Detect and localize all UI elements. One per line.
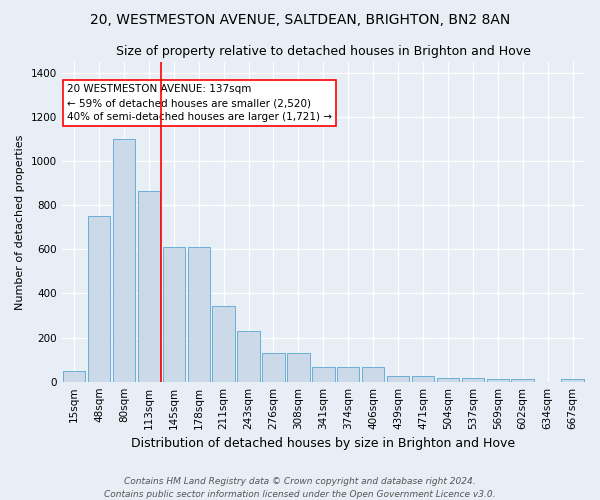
Bar bbox=[337, 368, 359, 382]
Bar bbox=[362, 368, 385, 382]
Bar bbox=[287, 353, 310, 382]
Bar bbox=[511, 380, 534, 382]
Text: Contains HM Land Registry data © Crown copyright and database right 2024.
Contai: Contains HM Land Registry data © Crown c… bbox=[104, 478, 496, 499]
Text: 20 WESTMESTON AVENUE: 137sqm
← 59% of detached houses are smaller (2,520)
40% of: 20 WESTMESTON AVENUE: 137sqm ← 59% of de… bbox=[67, 84, 332, 122]
Text: 20, WESTMESTON AVENUE, SALTDEAN, BRIGHTON, BN2 8AN: 20, WESTMESTON AVENUE, SALTDEAN, BRIGHTO… bbox=[90, 12, 510, 26]
Bar bbox=[88, 216, 110, 382]
Bar bbox=[238, 332, 260, 382]
Bar bbox=[562, 380, 584, 382]
Bar bbox=[188, 247, 210, 382]
Title: Size of property relative to detached houses in Brighton and Hove: Size of property relative to detached ho… bbox=[116, 45, 531, 58]
Bar bbox=[212, 306, 235, 382]
Bar bbox=[262, 353, 285, 382]
Bar bbox=[461, 378, 484, 382]
Bar bbox=[412, 376, 434, 382]
Bar bbox=[113, 139, 135, 382]
Bar bbox=[387, 376, 409, 382]
Bar bbox=[487, 380, 509, 382]
Y-axis label: Number of detached properties: Number of detached properties bbox=[15, 134, 25, 310]
Bar bbox=[63, 372, 85, 382]
Bar bbox=[163, 247, 185, 382]
Bar bbox=[137, 191, 160, 382]
Bar bbox=[312, 368, 335, 382]
Bar bbox=[437, 378, 459, 382]
X-axis label: Distribution of detached houses by size in Brighton and Hove: Distribution of detached houses by size … bbox=[131, 437, 515, 450]
